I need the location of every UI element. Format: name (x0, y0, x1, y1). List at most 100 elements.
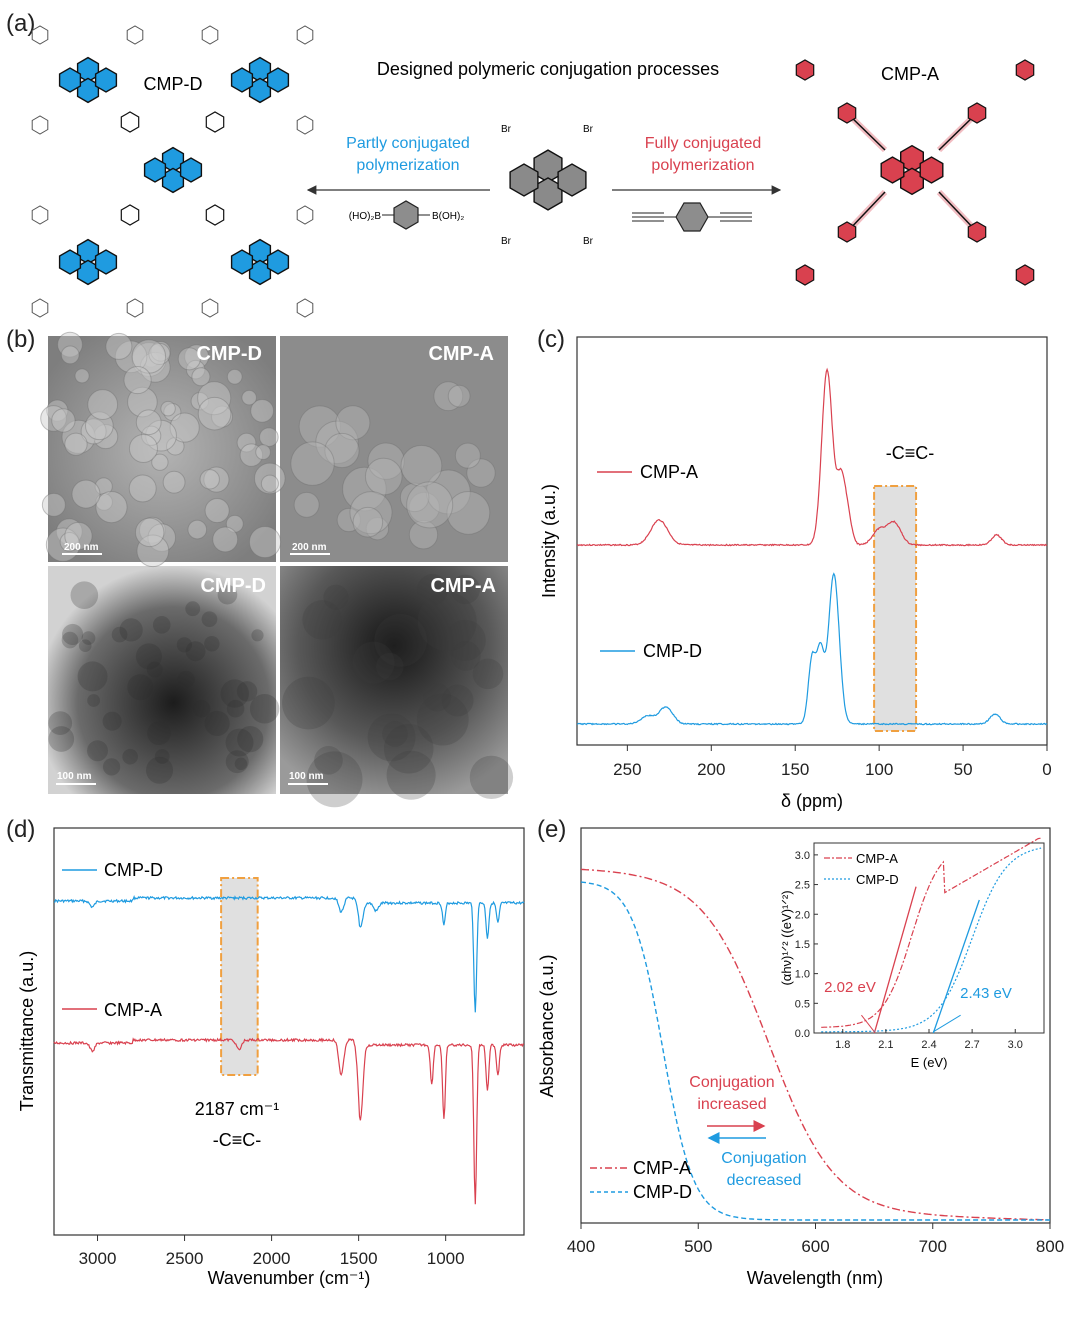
uvvis-x-tick-label: 800 (1036, 1237, 1064, 1256)
cmp-d-pyrene-unit (143, 146, 203, 194)
inset-x-tick-label: 2.4 (921, 1039, 936, 1051)
sem-particle (74, 368, 90, 384)
tem-particle (77, 661, 108, 692)
inset-y-axis-label: (αhν)¹ᐟ² ((eV)¹ᐟ²) (779, 890, 794, 985)
tem-particle (152, 616, 171, 634)
tem-aggregate (352, 641, 395, 684)
band-gap-pointer-d (933, 1014, 961, 1033)
phenyl-linker (120, 204, 140, 226)
ftir-spectrum-cmp-d (54, 895, 525, 1013)
tem-aggregate (367, 713, 416, 762)
tem-aggregate (382, 721, 408, 747)
nmr-x-tick-label: 0 (1042, 760, 1051, 779)
inset-x-tick-label: 2.7 (964, 1039, 979, 1051)
tem-particle (251, 629, 264, 642)
inset-y-tick-label: 2.0 (795, 909, 810, 921)
sem-particle (55, 518, 83, 545)
sem-aggregate (406, 481, 454, 529)
absorbance-curve-cmp-a (580, 868, 1050, 1221)
sem-particle (203, 466, 230, 493)
left-arrow-label-2: polymerization (356, 157, 459, 174)
legend-label-cmp-d-d: CMP-D (104, 860, 163, 880)
uvvis-x-tick-label: 700 (919, 1237, 947, 1256)
nmr-y-axis-label: Intensity (a.u.) (539, 484, 559, 598)
tauc-fit-line-cmp-a (873, 886, 917, 1034)
cmp-a-network (795, 59, 1035, 286)
tem-particle (176, 637, 192, 653)
tem-particle (226, 699, 245, 718)
sem-particle (145, 419, 177, 452)
sem-cmp-a-label: CMP-A (428, 343, 494, 365)
scale-text-4: 100 nm (289, 771, 324, 782)
band-gap-cmp-d: 2.43 eV (960, 985, 1012, 1002)
sem-particle (211, 405, 234, 428)
sem-aggregate (399, 482, 430, 513)
tem-aggregate (302, 600, 342, 640)
sem-particle (40, 405, 67, 432)
inset-x-axis-label: E (eV) (911, 1055, 948, 1070)
tem-cmp-d-label: CMP-D (200, 575, 266, 597)
sem-particle (84, 411, 114, 441)
sem-particle (51, 408, 76, 433)
tetrabromopyrene-monomer (509, 149, 587, 211)
sem-aggregate (433, 381, 464, 412)
tem-aggregate (450, 574, 480, 605)
ftir-x-tick-label: 2000 (253, 1249, 291, 1268)
cmp-a-phenyl-unit (837, 102, 857, 124)
sem-particle (46, 399, 69, 422)
sem-particle (241, 389, 257, 406)
tem-aggregate (444, 619, 486, 661)
sem-particle (255, 444, 271, 461)
tem-particle (220, 679, 249, 708)
tem-particle (146, 661, 163, 678)
panel-label-d: (d) (6, 816, 36, 843)
cmp-a-pyrene-core (880, 144, 944, 196)
cmp-d-pyrene-unit (230, 56, 290, 104)
sem-particle (123, 366, 152, 395)
tem-particle (185, 601, 201, 617)
sem-particle (190, 392, 210, 411)
cmp-a-phenyl-unit (1015, 264, 1035, 286)
band-gap-cmp-a: 2.02 eV (824, 979, 876, 996)
sem-particle (239, 443, 264, 467)
inset-x-tick-label: 1.8 (835, 1039, 850, 1051)
terminal-phenyl (31, 25, 49, 45)
scheme-title: Designed polymeric conjugation processes (377, 59, 719, 79)
sem-particle (64, 432, 88, 456)
band-gap-pointer-a (861, 1014, 875, 1033)
phenyl-linker (205, 111, 225, 133)
panel-a-scheme: Designed polymeric conjugation processes… (31, 25, 1035, 318)
inset-y-tick-label: 0.0 (795, 1028, 810, 1040)
conjugation-decreased-1: Conjugation (721, 1150, 806, 1167)
sem-aggregate (293, 491, 320, 518)
nmr-x-tick-label: 200 (697, 760, 725, 779)
sem-particle (136, 534, 170, 568)
sem-particle (147, 523, 177, 552)
tem-particle (48, 726, 75, 752)
sem-particle (169, 412, 200, 443)
sem-aggregate (352, 506, 384, 538)
sem-aggregate (342, 466, 387, 512)
tauc-curve-cmp-d (821, 847, 1042, 1033)
scale-text-3: 100 nm (57, 771, 92, 782)
sem-particle (59, 532, 80, 552)
tem-particle (70, 581, 99, 609)
ftir-x-tick-label: 3000 (79, 1249, 117, 1268)
tem-aggregate (441, 684, 474, 717)
tem-particle (192, 700, 211, 718)
sem-particle (131, 339, 167, 374)
terminal-phenyl (126, 25, 144, 45)
tem-aggregate (383, 724, 434, 774)
panel-c-nmr-chart: 250 200 150 100 50 0 -C≡C- CMP-A CMP-D δ (ppm… (539, 336, 1052, 811)
sem-cmp-a-image (280, 336, 508, 562)
panel-b-micrographs: CMP-D CMP-A CMP-D CMP-A 200 nm 200 nm 10… (40, 331, 514, 808)
alkyne-annotation-d: -C≡C- (213, 1130, 262, 1150)
terminal-phenyl (31, 298, 49, 318)
tem-aggregate (417, 592, 477, 651)
tem-particle (234, 757, 248, 771)
tem-particle (135, 643, 162, 670)
uvvis-y-axis-label: Absorbance (a.u.) (537, 954, 557, 1097)
tem-aggregate (423, 683, 452, 712)
tem-aggregate (472, 658, 504, 690)
tauc-curve-cmp-a (821, 837, 1042, 1028)
